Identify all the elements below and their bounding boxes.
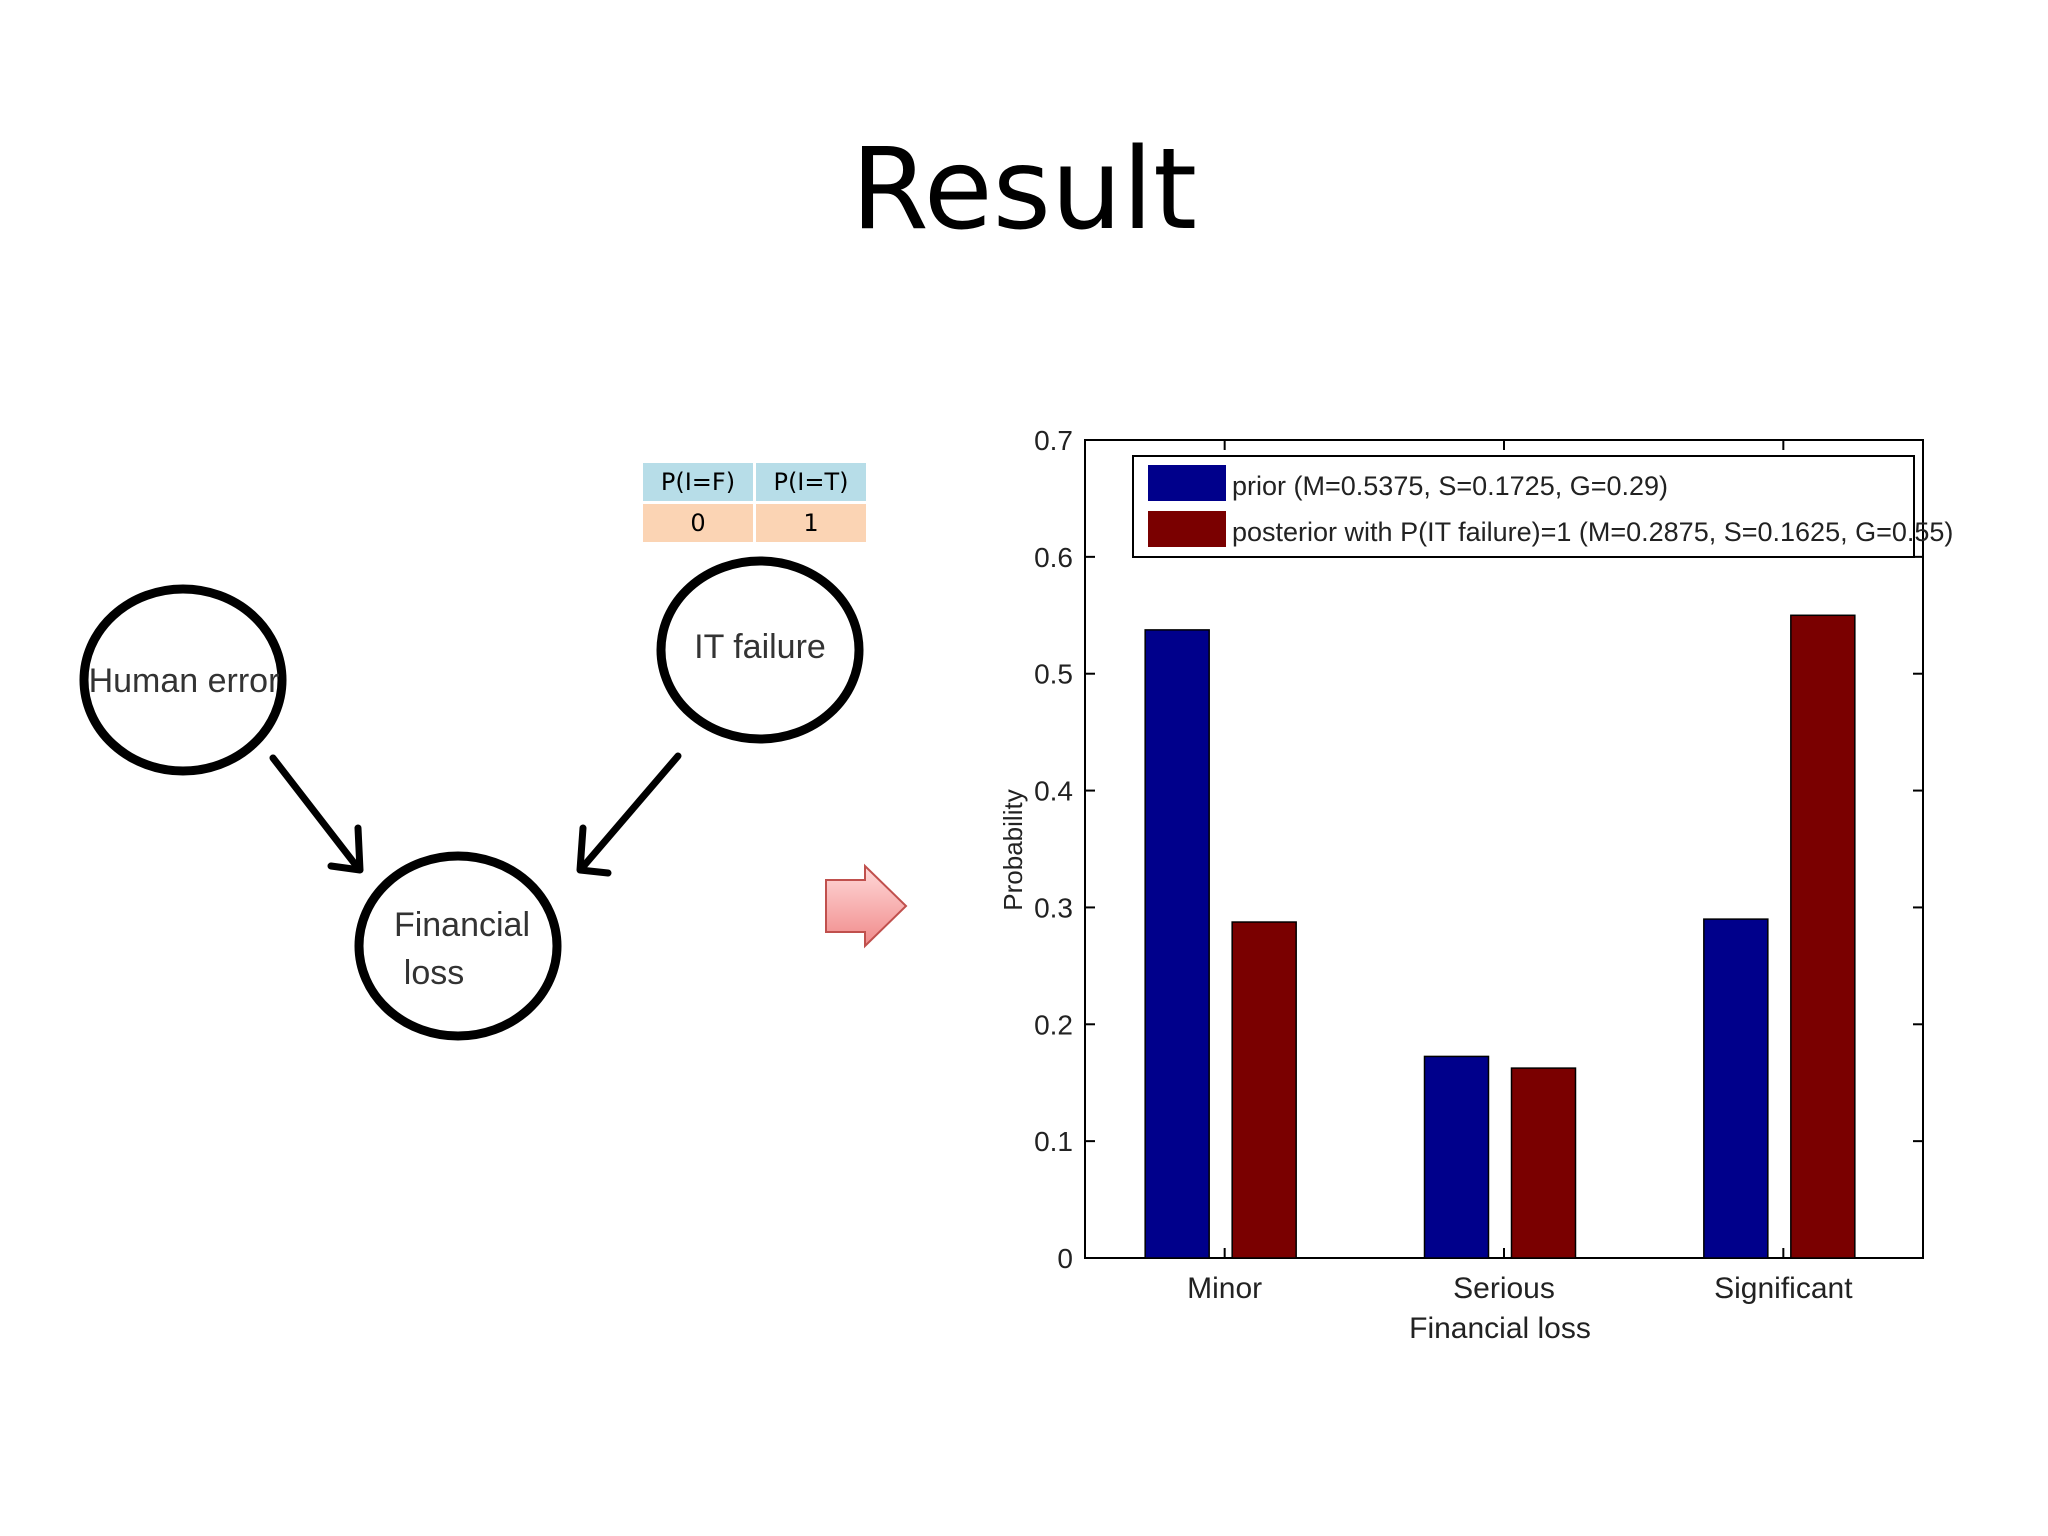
cpt-value-false: 0 — [640, 501, 756, 545]
financial-loss-node — [354, 851, 562, 1041]
legend-box — [1132, 455, 1915, 558]
right-arrow-icon — [825, 863, 908, 949]
plot-area — [1084, 439, 1924, 1259]
slide-title: Result — [850, 125, 1198, 255]
bar-posterior-significant — [1790, 614, 1856, 1259]
cpt-header-true: P(I=T) — [753, 460, 869, 504]
bar-posterior-serious — [1510, 1067, 1577, 1259]
cpt-header-false: P(I=F) — [640, 460, 756, 504]
legend-entry-prior: prior (M=0.5375, S=0.1725, G=0.29) — [1232, 471, 1668, 501]
edge-human-error-to-financial-loss — [269, 754, 364, 874]
bars — [1144, 614, 1856, 1259]
y-tick-label: 0.6 — [1034, 542, 1073, 573]
y-tick-label: 0.2 — [1034, 1009, 1073, 1040]
legend-entry-posterior: posterior with P(IT failure)=1 (M=0.2875… — [1232, 517, 1953, 547]
cpt-value-true: 1 — [753, 501, 869, 545]
x-axis-label: Financial loss — [1409, 1312, 1591, 1345]
bar-prior-significant — [1703, 918, 1769, 1259]
y-axis: 0 0.1 0.2 0.3 0.4 0.5 0.6 0.7 — [1034, 425, 1923, 1274]
y-tick-label: 0.5 — [1034, 659, 1073, 690]
y-tick-label: 0.1 — [1034, 1126, 1073, 1157]
legend-swatch-posterior — [1148, 511, 1226, 547]
x-tick-label: Minor — [1187, 1272, 1262, 1305]
y-tick-label: 0.3 — [1034, 892, 1073, 923]
legend-swatch-prior — [1148, 465, 1226, 501]
x-tick-label: Significant — [1714, 1272, 1853, 1305]
bar-posterior-minor — [1231, 921, 1297, 1259]
it-failure-node — [656, 556, 864, 744]
it-failure-label: IT failure — [694, 628, 826, 666]
x-tick-label: Serious — [1453, 1272, 1555, 1305]
bar-prior-serious — [1423, 1055, 1490, 1259]
it-failure-probability-table: P(I=F) P(I=T) 0 1 — [640, 460, 869, 545]
y-tick-label: 0.7 — [1034, 425, 1073, 456]
financial-loss-label-line2: loss — [404, 954, 464, 992]
y-tick-label: 0 — [1057, 1243, 1073, 1274]
x-axis: Minor Serious Significant — [1187, 440, 1853, 1305]
bar-prior-minor — [1144, 629, 1210, 1259]
human-error-node — [79, 584, 287, 776]
y-axis-label: Probability — [998, 789, 1028, 910]
financial-loss-label-line1: Financial — [394, 906, 530, 944]
y-tick-label: 0.4 — [1034, 776, 1073, 807]
human-error-label: Human error — [89, 662, 280, 700]
legend: prior (M=0.5375, S=0.1725, G=0.29) poste… — [1132, 455, 1953, 558]
edge-it-failure-to-financial-loss — [576, 752, 682, 877]
